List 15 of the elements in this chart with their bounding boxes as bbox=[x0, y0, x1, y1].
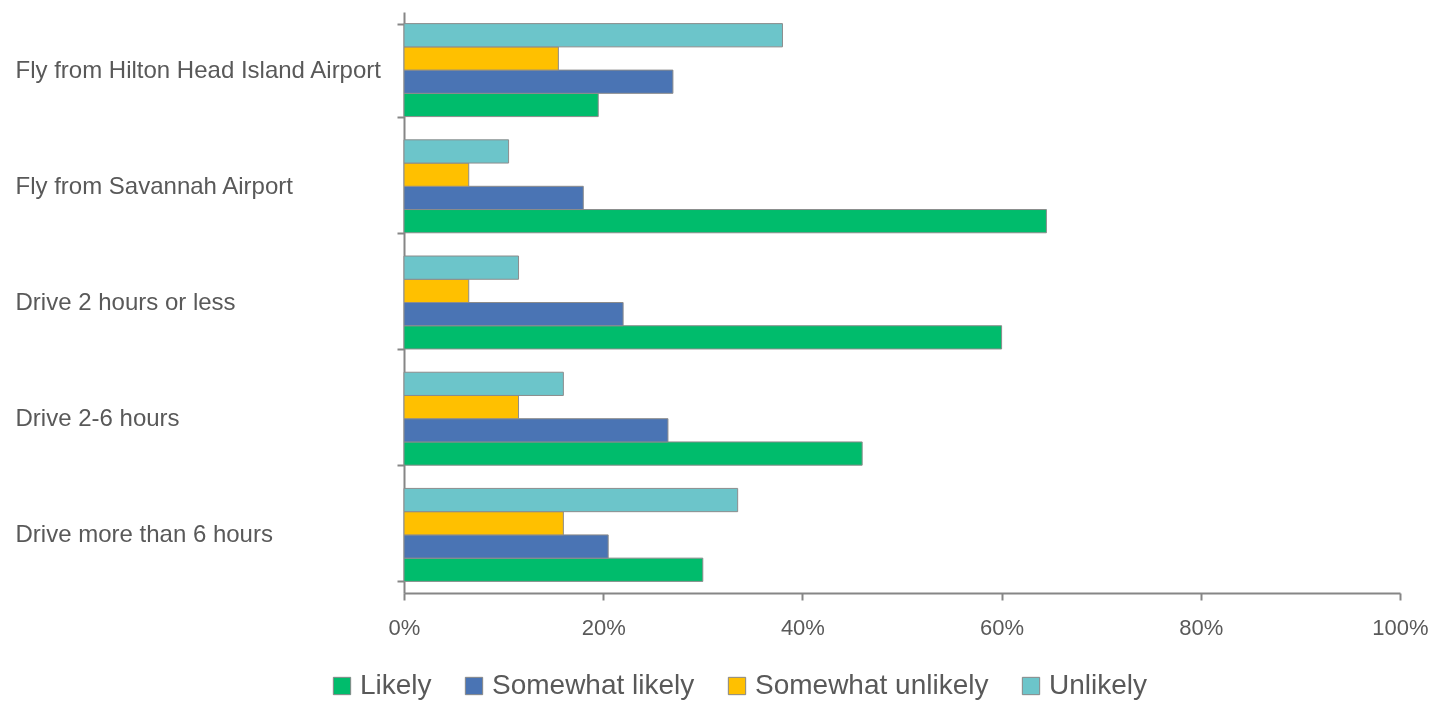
legend-label: Somewhat unlikely bbox=[755, 669, 989, 700]
x-tick-label: 60% bbox=[980, 614, 1025, 640]
x-tick-label: 100% bbox=[1372, 614, 1429, 640]
x-tick-label: 40% bbox=[780, 614, 825, 640]
y-tick-label: Fly from Hilton Head Island Airport bbox=[15, 55, 382, 83]
y-tick-label: Drive 2-6 hours bbox=[15, 404, 180, 432]
x-tick-label: 80% bbox=[1179, 614, 1224, 640]
y-tick-label: Fly from Savannah Airport bbox=[15, 171, 294, 199]
y-tick-label: Drive 2 hours or less bbox=[15, 288, 236, 315]
x-tick-label: 20% bbox=[581, 614, 626, 640]
y-tick-label: Drive more than 6 hours bbox=[15, 520, 273, 548]
x-tick-label: 0% bbox=[388, 614, 421, 640]
legend-label: Unlikely bbox=[1049, 669, 1148, 700]
legend-label: Likely bbox=[360, 669, 432, 700]
legend-label: Somewhat likely bbox=[492, 669, 695, 700]
